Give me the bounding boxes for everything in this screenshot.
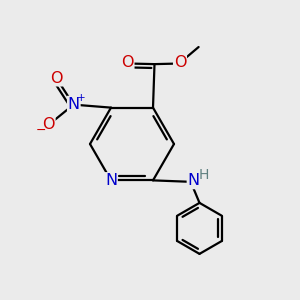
Text: H: H <box>198 168 208 182</box>
Text: −: − <box>35 124 46 136</box>
Text: O: O <box>42 117 55 132</box>
Text: O: O <box>121 55 134 70</box>
Text: N: N <box>188 173 200 188</box>
Text: +: + <box>77 93 85 103</box>
Text: O: O <box>174 55 186 70</box>
Text: N: N <box>105 173 117 188</box>
Text: O: O <box>50 71 62 86</box>
Text: N: N <box>68 97 80 112</box>
